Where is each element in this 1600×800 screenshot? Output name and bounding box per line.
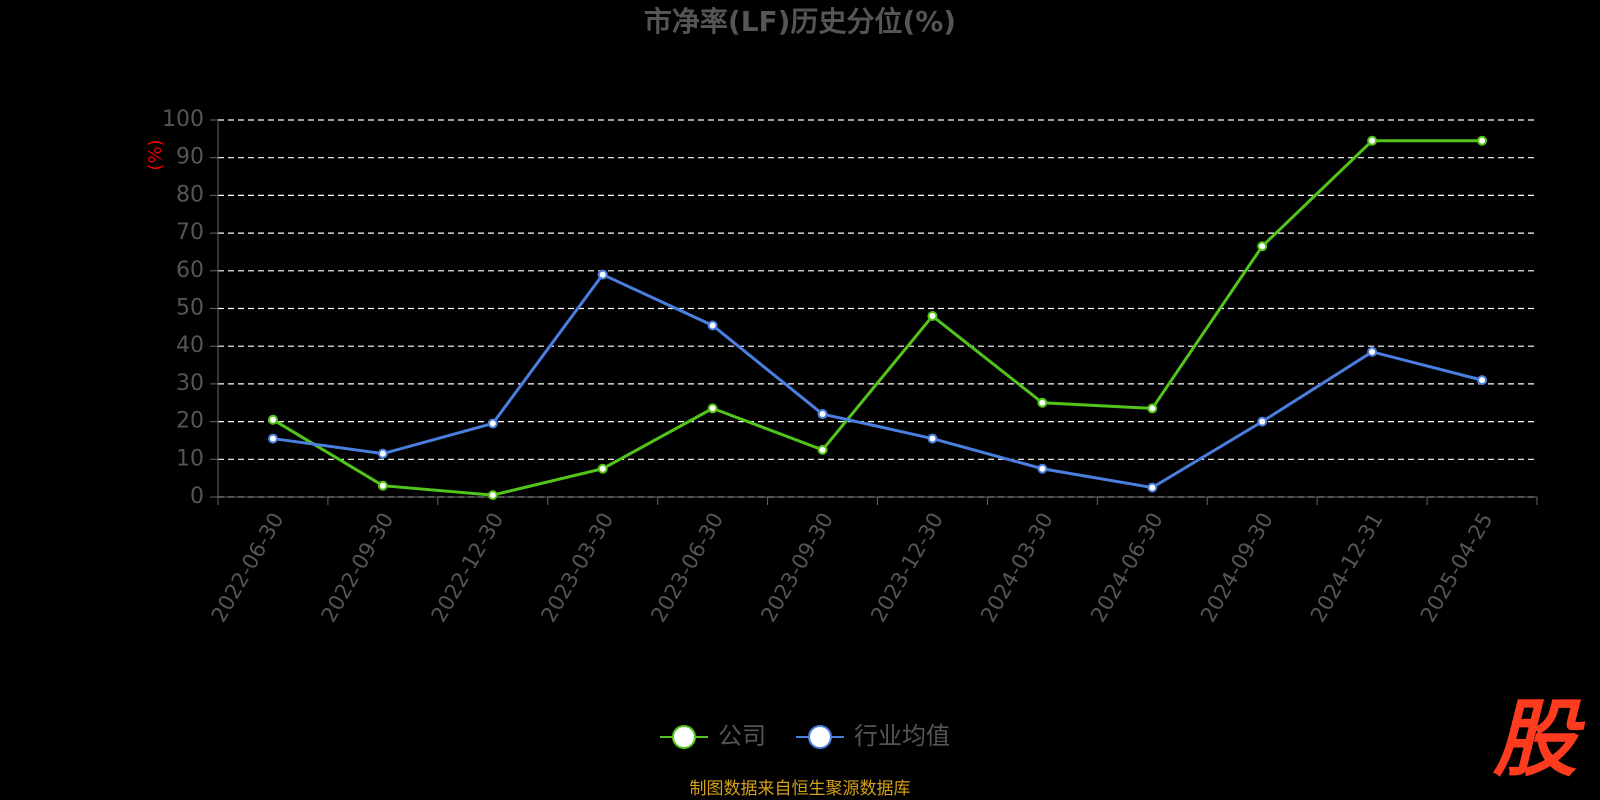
x-tick-label: 2023-03-30 bbox=[536, 509, 618, 627]
legend-marker bbox=[808, 725, 832, 749]
y-tick-label: 0 bbox=[190, 484, 204, 509]
line bbox=[272, 272, 1483, 490]
y-tick-label: 80 bbox=[176, 182, 204, 207]
legend-label: 公司 bbox=[718, 722, 766, 750]
y-axis-label: (%) bbox=[145, 139, 166, 170]
point bbox=[817, 409, 828, 420]
y-tick-label: 10 bbox=[176, 446, 204, 471]
source-note: 制图数据来自恒生聚源数据库 bbox=[690, 779, 911, 799]
point bbox=[1037, 463, 1048, 474]
point bbox=[1147, 403, 1158, 414]
point bbox=[927, 311, 938, 322]
x-tick-label: 2024-06-30 bbox=[1086, 509, 1168, 627]
point bbox=[707, 403, 718, 414]
x-tick-label: 2022-09-30 bbox=[317, 509, 399, 627]
point bbox=[487, 418, 498, 429]
legend-marker bbox=[672, 725, 696, 749]
point bbox=[267, 414, 278, 425]
point bbox=[487, 490, 498, 501]
point bbox=[1257, 416, 1268, 427]
point bbox=[377, 448, 388, 459]
point bbox=[1257, 241, 1268, 252]
y-tick-label: 30 bbox=[176, 371, 204, 396]
watermark: 股 bbox=[1492, 690, 1586, 788]
point bbox=[1477, 375, 1488, 386]
x-tick-label: 2023-12-30 bbox=[866, 508, 948, 626]
point bbox=[1147, 482, 1158, 493]
point bbox=[927, 433, 938, 444]
x-tick-label: 2025-04-25 bbox=[1416, 509, 1498, 627]
x-tick-label: 2022-06-30 bbox=[207, 509, 289, 627]
x-tick-label: 2023-09-30 bbox=[756, 509, 838, 627]
y-tick-label: 100 bbox=[162, 107, 204, 132]
y-tick-label: 50 bbox=[176, 296, 204, 321]
point bbox=[267, 433, 278, 444]
x-tick-label: 2024-03-30 bbox=[976, 509, 1058, 627]
point bbox=[707, 320, 718, 331]
point bbox=[1367, 346, 1378, 357]
point bbox=[597, 463, 608, 474]
point bbox=[377, 480, 388, 491]
y-tick-label: 40 bbox=[176, 333, 204, 358]
line bbox=[272, 139, 1483, 497]
chart-title: 市净率(LF)历史分位(%) bbox=[644, 5, 956, 38]
x-tick-label: 2022-12-30 bbox=[427, 508, 509, 626]
x-tick-label: 2024-09-30 bbox=[1196, 509, 1278, 627]
x-tick-label: 2023-06-30 bbox=[646, 509, 728, 627]
y-tick-label: 60 bbox=[176, 258, 204, 283]
point bbox=[1477, 135, 1488, 146]
point bbox=[1037, 397, 1048, 408]
x-tick-label: 2024-12-31 bbox=[1306, 509, 1388, 627]
point bbox=[817, 444, 828, 455]
point bbox=[597, 269, 608, 280]
y-tick-label: 90 bbox=[176, 145, 204, 170]
y-tick-label: 70 bbox=[176, 220, 204, 245]
y-tick-label: 20 bbox=[176, 409, 204, 434]
point bbox=[1367, 135, 1378, 146]
legend-label: 行业均值 bbox=[854, 722, 950, 750]
